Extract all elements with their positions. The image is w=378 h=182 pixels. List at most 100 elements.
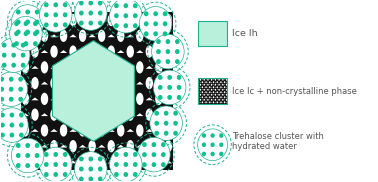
Polygon shape [198, 94, 199, 95]
Polygon shape [70, 34, 77, 37]
Polygon shape [60, 145, 67, 148]
Ellipse shape [53, 162, 58, 167]
Ellipse shape [224, 86, 225, 88]
Polygon shape [200, 87, 201, 88]
Polygon shape [50, 34, 58, 37]
Polygon shape [146, 129, 153, 132]
Polygon shape [60, 19, 67, 21]
Polygon shape [165, 161, 172, 163]
Ellipse shape [146, 140, 153, 152]
Polygon shape [108, 97, 115, 100]
Polygon shape [211, 97, 212, 98]
Ellipse shape [154, 111, 159, 116]
Ellipse shape [218, 94, 220, 96]
Polygon shape [218, 87, 220, 88]
Ellipse shape [133, 172, 138, 177]
Ellipse shape [11, 138, 44, 173]
Polygon shape [127, 97, 134, 100]
Ellipse shape [53, 2, 58, 7]
Ellipse shape [53, 12, 58, 17]
Ellipse shape [164, 121, 169, 126]
Polygon shape [155, 19, 163, 21]
Polygon shape [79, 113, 86, 116]
Polygon shape [155, 145, 163, 148]
Ellipse shape [209, 91, 211, 93]
Ellipse shape [152, 34, 184, 69]
Ellipse shape [133, 162, 138, 167]
Ellipse shape [207, 79, 209, 81]
Ellipse shape [117, 30, 124, 42]
Ellipse shape [60, 156, 67, 168]
Ellipse shape [198, 129, 228, 161]
Polygon shape [60, 113, 67, 116]
Ellipse shape [9, 97, 14, 102]
Ellipse shape [79, 1, 84, 5]
Ellipse shape [11, 43, 16, 48]
Polygon shape [136, 113, 143, 116]
Ellipse shape [14, 41, 19, 46]
Text: hydrated water: hydrated water [232, 142, 297, 151]
Ellipse shape [74, 152, 107, 182]
Polygon shape [209, 79, 211, 80]
Ellipse shape [177, 85, 181, 90]
Ellipse shape [213, 86, 214, 88]
Polygon shape [50, 97, 58, 100]
Text: Ice Ih: Ice Ih [232, 29, 258, 38]
Polygon shape [224, 94, 225, 95]
Polygon shape [117, 50, 124, 53]
Polygon shape [226, 102, 227, 103]
Ellipse shape [60, 93, 67, 105]
Ellipse shape [114, 152, 119, 157]
Polygon shape [155, 50, 163, 53]
Ellipse shape [9, 112, 14, 118]
Ellipse shape [158, 95, 163, 100]
Ellipse shape [50, 14, 58, 26]
Ellipse shape [207, 84, 209, 86]
Ellipse shape [155, 93, 163, 105]
Ellipse shape [88, 157, 93, 161]
Ellipse shape [22, 93, 29, 105]
Ellipse shape [88, 177, 93, 181]
Polygon shape [127, 34, 134, 37]
Polygon shape [79, 82, 86, 85]
Ellipse shape [224, 81, 225, 83]
Polygon shape [209, 79, 211, 80]
Polygon shape [22, 113, 29, 116]
Ellipse shape [25, 143, 30, 148]
Polygon shape [220, 94, 222, 95]
Polygon shape [226, 87, 227, 88]
Polygon shape [146, 34, 153, 37]
Ellipse shape [142, 162, 147, 167]
Polygon shape [31, 34, 39, 37]
Ellipse shape [117, 156, 124, 168]
Ellipse shape [60, 30, 67, 42]
Polygon shape [22, 145, 29, 148]
Polygon shape [136, 50, 143, 53]
Polygon shape [41, 113, 48, 116]
Ellipse shape [33, 31, 38, 36]
Ellipse shape [215, 99, 216, 101]
Polygon shape [22, 113, 29, 116]
Ellipse shape [201, 96, 203, 98]
Polygon shape [209, 84, 211, 85]
Polygon shape [41, 19, 48, 21]
Ellipse shape [175, 59, 180, 64]
Polygon shape [70, 34, 77, 37]
Ellipse shape [98, 156, 105, 168]
Ellipse shape [0, 87, 4, 92]
Ellipse shape [79, 11, 84, 15]
Ellipse shape [35, 19, 39, 25]
Ellipse shape [175, 39, 180, 44]
Polygon shape [41, 82, 48, 85]
Polygon shape [200, 102, 201, 103]
Ellipse shape [25, 163, 30, 168]
Polygon shape [70, 97, 77, 100]
Polygon shape [207, 97, 209, 98]
Ellipse shape [16, 19, 20, 25]
Polygon shape [88, 66, 96, 69]
Polygon shape [222, 97, 223, 98]
Ellipse shape [217, 91, 218, 93]
Ellipse shape [156, 49, 161, 54]
Polygon shape [79, 19, 86, 21]
Polygon shape [22, 50, 29, 53]
